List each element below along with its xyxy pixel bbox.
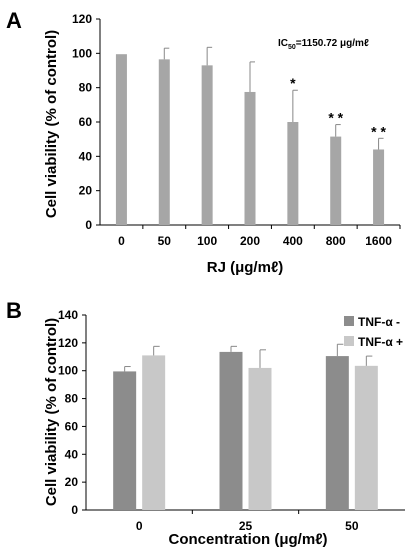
bar bbox=[354, 365, 378, 510]
chart-a-annotation: IC50=1150.72 μg/mℓ bbox=[278, 38, 369, 51]
x-tick-label: 200 bbox=[240, 234, 260, 248]
chart-b-ylabel: Cell viability (% of control) bbox=[43, 318, 60, 506]
annotation-prefix: IC bbox=[278, 38, 288, 49]
y-tick-label: 60 bbox=[65, 419, 79, 433]
chart-a-ylabel: Cell viability (% of control) bbox=[43, 30, 60, 218]
y-tick-label: 0 bbox=[71, 503, 78, 517]
y-tick-label: 40 bbox=[79, 149, 93, 163]
legend-swatch bbox=[344, 336, 354, 346]
annotation-subscript: 50 bbox=[288, 44, 296, 51]
x-tick-label: 25 bbox=[239, 519, 253, 533]
x-tick-label: 1600 bbox=[365, 234, 392, 248]
annotation-value: =1150.72 μg/mℓ bbox=[296, 38, 369, 49]
legend-label: TNF-α + bbox=[358, 335, 403, 349]
y-tick-label: 140 bbox=[58, 308, 78, 322]
y-tick-label: 100 bbox=[58, 364, 78, 378]
x-tick-label: 0 bbox=[118, 234, 125, 248]
bar bbox=[244, 91, 256, 225]
bar bbox=[373, 149, 385, 225]
x-tick-label: 0 bbox=[136, 519, 143, 533]
significance-mark: * * bbox=[371, 123, 386, 139]
significance-mark: * * bbox=[328, 110, 343, 126]
bar bbox=[219, 351, 243, 510]
bar bbox=[142, 355, 166, 510]
bar bbox=[201, 65, 213, 225]
panel-label-b: B bbox=[6, 298, 22, 323]
y-tick-label: 80 bbox=[79, 81, 93, 95]
bar bbox=[158, 59, 170, 225]
x-tick-label: 400 bbox=[283, 234, 303, 248]
bar bbox=[287, 122, 299, 225]
y-tick-label: 40 bbox=[65, 447, 79, 461]
x-tick-label: 50 bbox=[158, 234, 172, 248]
chart-a-xlabel: RJ (μg/mℓ) bbox=[207, 259, 284, 276]
y-tick-label: 100 bbox=[72, 46, 92, 60]
panel-label-a: A bbox=[6, 8, 22, 33]
bar bbox=[115, 54, 127, 225]
y-tick-label: 0 bbox=[85, 218, 92, 232]
y-tick-label: 60 bbox=[79, 115, 93, 129]
bar bbox=[248, 367, 272, 510]
bar bbox=[113, 371, 137, 510]
y-tick-label: 20 bbox=[65, 475, 79, 489]
legend-swatch bbox=[344, 316, 354, 326]
bar bbox=[330, 136, 342, 225]
chart-a: Cell viability (% of control) RJ (μg/mℓ)… bbox=[43, 12, 401, 276]
significance-mark: * bbox=[290, 75, 296, 91]
y-tick-label: 120 bbox=[72, 12, 92, 26]
x-tick-label: 100 bbox=[197, 234, 217, 248]
y-tick-label: 120 bbox=[58, 336, 78, 350]
legend-label: TNF-α - bbox=[358, 315, 400, 329]
x-tick-label: 800 bbox=[326, 234, 346, 248]
y-tick-label: 20 bbox=[79, 184, 93, 198]
chart-b: Cell viability (% of control) Concentrat… bbox=[43, 308, 405, 548]
chart-b-xlabel: Concentration (μg/mℓ) bbox=[168, 531, 327, 548]
x-tick-label: 50 bbox=[345, 519, 359, 533]
y-tick-label: 80 bbox=[65, 392, 79, 406]
bar bbox=[325, 356, 349, 510]
